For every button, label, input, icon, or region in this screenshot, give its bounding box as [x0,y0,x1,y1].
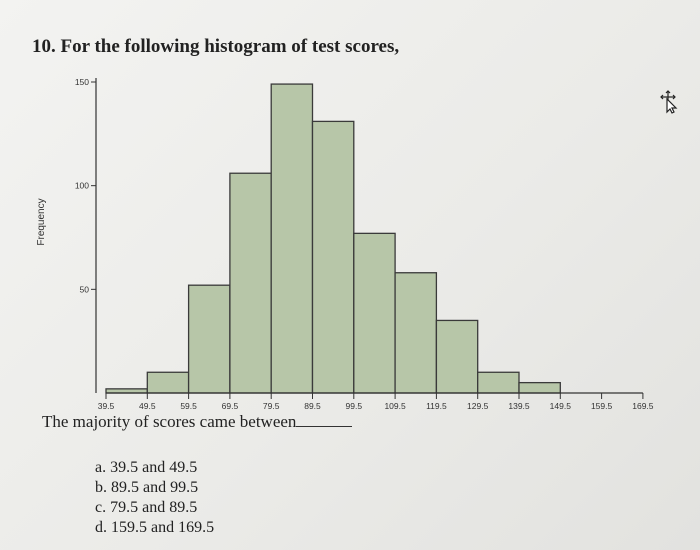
histogram-bar [105,388,148,394]
answer-blank [296,425,353,427]
x-tick-label: 139.5 [508,401,530,411]
x-tick-label: 109.5 [384,401,406,411]
histogram-bar [146,371,190,394]
histogram-bars [105,83,561,394]
x-tick-label: 39.5 [98,401,115,411]
histogram-bar [477,371,520,394]
move-cursor-icon [660,90,678,114]
histogram-bar [435,319,479,394]
histogram-bar [394,272,438,394]
x-tick-label: 149.5 [550,401,572,411]
histogram-bar [311,120,355,394]
x-tick-label: 69.5 [222,401,239,411]
question-prompt: The majority of scores came between [42,412,353,432]
x-axis-ticks: 39.5 49.5 59.5 69.5 79.5 89.5 99.5 109.5 119.5 12… [98,393,654,411]
y-tick-label: 100 [75,181,89,191]
prompt-text: The majority of scores came between [42,412,297,431]
y-tick-label: 50 [80,284,90,294]
histogram-bar [187,284,231,394]
x-tick-label: 99.5 [346,401,363,411]
answer-options: a. 39.5 and 49.5 b. 89.5 and 99.5 c. 79.… [95,458,214,538]
x-tick-label: 129.5 [467,401,489,411]
option-a[interactable]: a. 39.5 and 49.5 [95,459,198,476]
x-tick-label: 49.5 [139,401,156,411]
y-tick-label: 150 [75,77,89,87]
option-b[interactable]: b. 89.5 and 99.5 [95,479,199,496]
x-tick-label: 159.5 [591,401,613,411]
histogram-bar [518,381,561,394]
histogram-bar [353,232,396,394]
y-axis-label: Frequency [36,198,47,245]
histogram-axes [95,78,643,394]
x-tick-label: 59.5 [180,401,197,411]
histogram-bar [229,172,272,394]
x-tick-label: 79.5 [263,401,280,411]
x-tick-label: 89.5 [304,401,321,411]
option-d[interactable]: d. 159.5 and 169.5 [95,519,215,536]
histogram-bar [270,83,314,394]
y-axis-ticks: 50 100 150 [75,77,96,294]
x-tick-label: 119.5 [426,401,447,411]
question-title: 10. For the following histogram of test … [32,36,400,57]
x-tick-label: 169.5 [632,401,654,411]
option-c[interactable]: c. 79.5 and 89.5 [95,499,198,516]
